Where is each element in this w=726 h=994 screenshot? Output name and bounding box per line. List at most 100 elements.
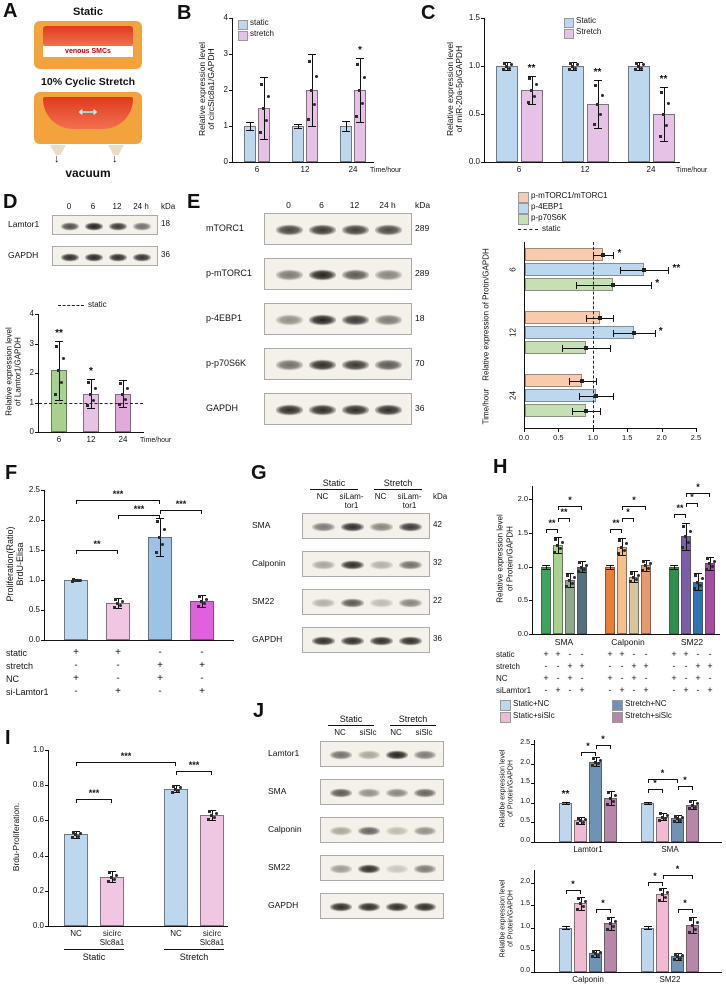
x-group-line xyxy=(64,949,124,950)
data-point xyxy=(74,579,77,582)
sig-bracket-label: * xyxy=(601,733,605,744)
sig-bracket-label: * xyxy=(571,878,575,889)
static-condition-label: Static xyxy=(73,6,103,18)
x-bar-label: Slc8a1 xyxy=(199,938,225,947)
data-point xyxy=(681,546,684,550)
y-tick-label: 1.5 xyxy=(520,900,530,908)
error-bar xyxy=(647,801,649,804)
blot-band xyxy=(370,636,393,646)
x-group-label: Static xyxy=(82,952,106,962)
x-tick xyxy=(592,429,594,432)
x-group-label: SMA xyxy=(661,845,679,854)
error-cap xyxy=(578,561,586,563)
error-cap xyxy=(606,564,614,566)
data-point xyxy=(623,548,626,552)
legend-label: Static+siSlc xyxy=(513,711,555,720)
blot-box xyxy=(264,393,412,425)
matrix-row-label: siLamtor1 xyxy=(496,686,532,695)
matrix-symbol: + xyxy=(607,673,613,683)
data-point xyxy=(597,315,602,320)
data-point xyxy=(92,398,95,402)
data-point xyxy=(203,602,206,606)
bar xyxy=(565,580,575,634)
data-point xyxy=(605,927,609,931)
bar xyxy=(617,546,627,634)
error-cap xyxy=(208,809,216,811)
error-cap xyxy=(527,104,536,106)
x-tick-label: 2.5 xyxy=(690,433,702,442)
kda-header: kDa xyxy=(415,200,431,210)
matrix-symbol: + xyxy=(643,685,649,695)
vacuum-label: vacuum xyxy=(65,166,111,180)
blot-group-underline xyxy=(310,489,358,490)
data-point xyxy=(581,820,585,824)
error-cap xyxy=(688,933,697,935)
y-tick-label: 0.4 xyxy=(32,850,44,860)
data-point xyxy=(672,958,676,962)
sig-bracket-label: *** xyxy=(88,788,100,799)
vacuum-port-icon xyxy=(50,145,66,155)
data-point xyxy=(575,821,579,825)
x-axis-title: Time/hour xyxy=(140,437,172,444)
kda-value: 18 xyxy=(161,219,170,228)
bar xyxy=(541,566,551,634)
blot-band xyxy=(61,221,79,231)
y-tick xyxy=(45,750,48,751)
error-cap xyxy=(566,573,574,575)
blot-band xyxy=(85,252,103,262)
x-tick xyxy=(661,429,663,432)
data-point xyxy=(596,953,600,957)
y-tick xyxy=(531,763,534,765)
blot-band xyxy=(370,598,393,608)
sig-bracket-label: * xyxy=(568,495,572,506)
x-group-label: 12 xyxy=(300,165,310,174)
bar xyxy=(561,66,584,162)
blot-box xyxy=(264,303,412,335)
lane-label: 6 xyxy=(90,202,96,211)
data-point xyxy=(635,577,638,581)
error-cap xyxy=(643,803,652,805)
error-cap xyxy=(694,573,702,575)
sig-star: ** xyxy=(672,262,681,274)
error-bar xyxy=(250,122,251,130)
data-point xyxy=(529,89,533,92)
y-tick-label: 1.5 xyxy=(468,13,480,22)
y-tick xyxy=(529,533,532,535)
data-point xyxy=(507,66,511,70)
blot-band xyxy=(358,750,380,760)
data-point xyxy=(79,578,82,582)
matrix-symbol: - xyxy=(568,685,572,695)
y-tick-label: 1 xyxy=(223,121,228,130)
y-axis xyxy=(44,490,45,641)
data-point xyxy=(107,879,110,883)
sig-bracket xyxy=(76,550,118,554)
y-axis xyxy=(532,486,533,635)
legend-swatch xyxy=(612,712,623,723)
matrix-symbol: + xyxy=(157,673,163,684)
error-cap xyxy=(502,62,511,64)
kda-value: 22 xyxy=(433,596,442,605)
error-cap xyxy=(688,800,697,802)
blot-band xyxy=(330,788,352,798)
error-cap xyxy=(596,377,598,385)
matrix-row-label: static xyxy=(6,648,28,658)
data-point xyxy=(663,817,667,821)
blot-band xyxy=(276,314,303,326)
blot-band xyxy=(375,224,402,236)
error-cap xyxy=(172,785,180,787)
data-point xyxy=(591,949,595,953)
data-point xyxy=(504,65,508,68)
data-point xyxy=(158,535,161,539)
matrix-symbol: + xyxy=(567,673,573,683)
data-point xyxy=(74,833,77,837)
matrix-symbol: + xyxy=(631,661,637,671)
data-point xyxy=(636,65,640,68)
panel-label-a: A xyxy=(3,0,18,22)
error-cap xyxy=(658,820,667,822)
blot-band xyxy=(342,359,369,371)
blot-band xyxy=(370,560,393,570)
lane-label: siSlc xyxy=(415,728,433,737)
bar xyxy=(559,927,572,972)
blot-band xyxy=(399,636,422,646)
data-point xyxy=(54,392,57,396)
